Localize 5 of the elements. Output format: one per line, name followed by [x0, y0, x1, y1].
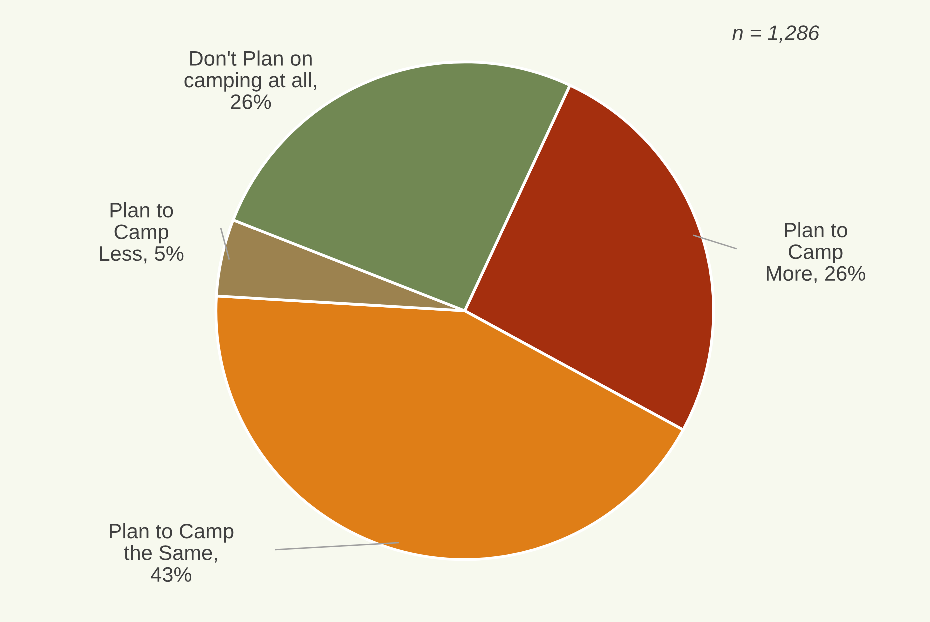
text: n = 1,286	[732, 26, 820, 43]
slice-label: Plan to Camp Less, 5%	[100, 202, 184, 264]
slice-label: Don't Plan on camping at all, 26%	[184, 50, 316, 110]
slice-label: Plan to Camp the Same, 43%	[110, 523, 234, 582]
slice-label: Plan to Camp More, 26%	[767, 222, 866, 284]
